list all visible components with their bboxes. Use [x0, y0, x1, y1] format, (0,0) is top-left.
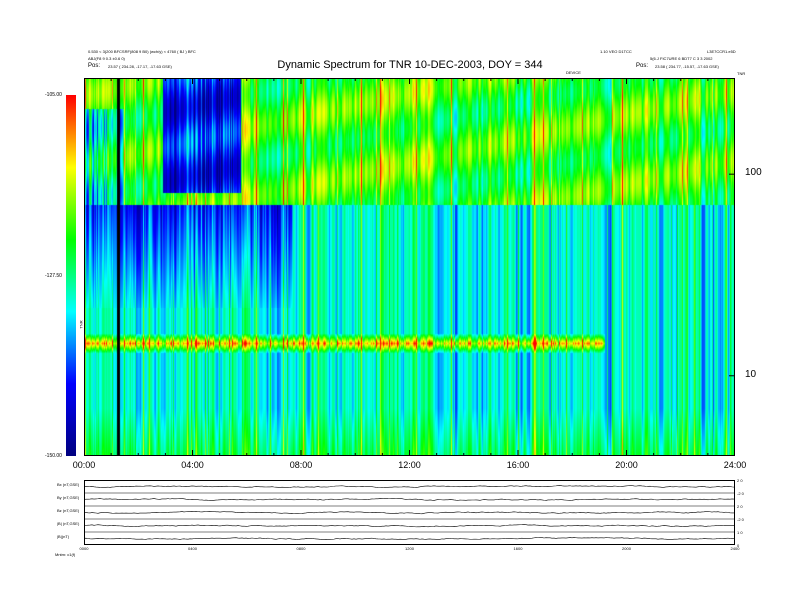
spectrogram-border [84, 78, 735, 456]
y-tick-label: 10 [745, 368, 757, 380]
header-left-pos-value: 23.57 ( 234.28, -17.17, -17.63 GSE) [108, 64, 172, 69]
mag-row-label: |B|(nT) [57, 534, 70, 539]
colorbar-tick-label: -127.50 [45, 272, 62, 279]
header-right-line1: 1.10 VEO D1TCC [600, 49, 632, 54]
header-right-line1b: L3E7CCR1.e5D [707, 49, 736, 54]
mag-row-label: |B| (nT,GSE) [57, 521, 80, 526]
mag-row-label: By (nT,GSE) [57, 495, 80, 500]
colorbar [66, 95, 76, 456]
x-tick-label: 00:00 [72, 460, 96, 470]
mag-right-tick-label: 2 0 [737, 478, 743, 483]
y-tick-label: 100 [745, 167, 762, 179]
mag-trace [84, 498, 735, 502]
header-left-pos-label: Pos: [88, 63, 101, 69]
colorbar-tick-label: -105.00 [45, 92, 62, 98]
colorbar-label: TNR [78, 320, 84, 329]
header-left-line2: ABJ(F8 9 0.3 ±0.6 0) [88, 56, 125, 61]
mag-trace [84, 511, 735, 515]
mag-right-tick-label: 0 [737, 543, 740, 548]
mag-time-tick-label: 0400 [188, 546, 197, 551]
header-right-pos-value: 23.58 ( 234.77, -15.57, -17.63 GSE) [655, 64, 719, 69]
spectrogram-heatmap [84, 78, 735, 456]
mag-trace [84, 524, 735, 528]
magnetometer-panel [84, 480, 735, 545]
mag-time-tick-label: 2400 [730, 546, 740, 551]
x-tick-label: 24:00 [723, 460, 747, 470]
x-tick-label: 08:00 [289, 460, 313, 470]
mag-right-tick-label: -2 0 [737, 517, 744, 522]
header-left-line1: 0.530 < 3(200 BFCSRF(808 9 B0) (wch/y) <… [88, 49, 196, 54]
header-right-pos-label: Pos: [636, 63, 649, 69]
mag-time-tick-label: 0000 [79, 546, 89, 551]
mag-row-label: Bz (nT,GSE) [57, 508, 80, 513]
header-mid-tag: DEVICE [566, 70, 581, 75]
footer-mntm-label: Mntm: c1(f) [55, 552, 76, 557]
mag-right-tick-label: 1 0 [737, 530, 743, 535]
x-tick-label: 20:00 [615, 460, 638, 470]
colorbar-tick-label: -150.00 [45, 453, 62, 459]
mag-row-label: Bx (nT,GSE) [57, 482, 80, 487]
mag-right-tick-label: 2 0 [737, 504, 743, 509]
mag-trace [84, 485, 735, 488]
mag-time-tick-label: 1600 [513, 546, 523, 551]
mag-time-tick-label: 1200 [405, 546, 414, 551]
mag-trace [84, 537, 735, 540]
mag-right-tick-label: -2 0 [737, 491, 744, 496]
x-tick-label: 16:00 [506, 460, 530, 470]
chart-title: Dynamic Spectrum for TNR 10-DEC-2003, DO… [277, 59, 543, 71]
header-right-tag: TNR [737, 71, 746, 76]
header-right-line2: 5(6.J FIC7URE 6 BDT7 C 3 3 2002 [650, 56, 713, 61]
x-tick-label: 04:00 [181, 460, 204, 470]
x-tick-label: 12:00 [398, 460, 421, 470]
panel-border [84, 480, 735, 545]
mag-time-tick-label: 0800 [296, 546, 306, 551]
mag-time-tick-label: 2000 [622, 546, 631, 551]
spectrogram-frame [84, 78, 735, 456]
